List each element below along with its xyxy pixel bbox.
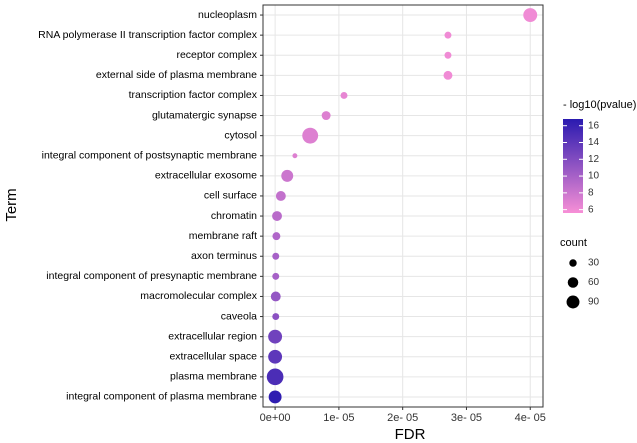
y-axis-title: Term — [3, 188, 20, 221]
bubble — [321, 111, 331, 121]
size-legend-title: count — [560, 237, 587, 249]
y-tick-label: integral component of plasma membrane — [66, 391, 257, 403]
y-tick-label: nucleoplasm — [198, 9, 257, 21]
y-tick-label: caveola — [221, 310, 257, 322]
bubble — [272, 272, 280, 280]
y-tick-label: membrane raft — [189, 230, 257, 242]
colorbar-label: 10 — [588, 171, 600, 182]
y-tick-label: receptor complex — [176, 49, 257, 61]
colorbar — [563, 119, 583, 213]
bubble — [266, 368, 284, 386]
y-tick-label: cytosol — [224, 129, 257, 141]
bubble — [272, 211, 282, 222]
size-legend-label: 30 — [588, 258, 600, 269]
size-legend-key — [566, 295, 580, 309]
bubble — [272, 313, 280, 321]
size-legend-key — [567, 277, 579, 288]
y-tick-label: extracellular region — [168, 330, 257, 342]
y-tick-label: integral component of postsynaptic membr… — [42, 150, 258, 162]
x-tick-label: 0e+00 — [260, 412, 291, 424]
x-axis-title: FDR — [395, 426, 426, 443]
size-legend-label: 60 — [588, 277, 600, 288]
bubble — [281, 169, 294, 182]
bubble — [340, 91, 348, 99]
y-tick-label: glutamatergic synapse — [152, 109, 257, 121]
y-tick-label: cell surface — [204, 190, 257, 202]
bubble — [444, 31, 452, 39]
bubble — [443, 70, 453, 80]
colorbar-label: 8 — [588, 187, 594, 198]
colorbar-label: 12 — [588, 154, 600, 165]
bubble — [523, 8, 538, 23]
bubble — [444, 51, 452, 59]
bubble — [302, 127, 319, 144]
y-tick-label: transcription factor complex — [129, 89, 258, 101]
x-tick-label: 4e- 05 — [515, 412, 546, 424]
size-legend-label: 90 — [588, 297, 600, 308]
bubble — [272, 252, 280, 260]
y-tick-label: chromatin — [211, 210, 257, 222]
bubble — [268, 390, 282, 404]
bubble — [272, 232, 281, 241]
bubble — [268, 329, 283, 344]
y-tick-label: extracellular exosome — [155, 170, 257, 182]
bubble — [275, 190, 286, 201]
x-tick-label: 3e- 05 — [451, 412, 482, 424]
y-tick-label: extracellular space — [169, 351, 257, 363]
bubble — [270, 291, 281, 302]
bubble — [292, 153, 298, 159]
size-legend-key — [569, 259, 577, 267]
y-tick-label: axon terminus — [191, 250, 257, 262]
x-tick-label: 2e- 05 — [387, 412, 418, 424]
color-legend-title: - log10(pvalue) — [563, 99, 636, 111]
y-tick-label: plasma membrane — [170, 371, 257, 383]
x-tick-label: 1e- 05 — [323, 412, 354, 424]
y-tick-label: macromolecular complex — [140, 290, 257, 302]
colorbar-label: 14 — [588, 137, 600, 148]
bubble — [268, 349, 283, 364]
y-tick-label: RNA polymerase II transcription factor c… — [38, 29, 258, 41]
y-tick-label: external side of plasma membrane — [96, 69, 257, 81]
colorbar-label: 16 — [588, 120, 600, 131]
y-tick-label: integral component of presynaptic membra… — [46, 270, 257, 282]
colorbar-label: 6 — [588, 204, 594, 215]
